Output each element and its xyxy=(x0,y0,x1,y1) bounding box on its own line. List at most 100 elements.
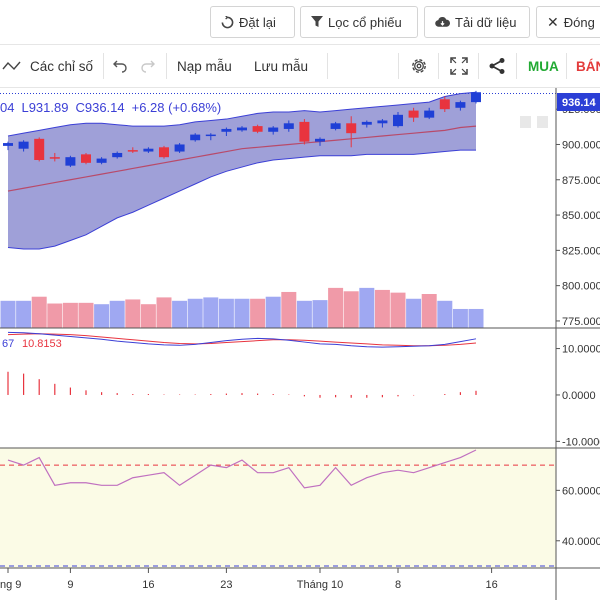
candle-body xyxy=(49,157,60,159)
price-tick-label: 825.000 xyxy=(562,245,600,257)
buy-button[interactable]: MUA xyxy=(528,45,559,87)
indicators-menu[interactable]: Các chỉ số xyxy=(2,45,93,87)
toolbar-divider xyxy=(398,53,399,79)
rsi-pane-background xyxy=(0,448,556,568)
candle-body xyxy=(393,114,403,127)
stock-chart[interactable]: 10.0000 0.0000 -10.0000 60.0000 40.0000 775… xyxy=(0,88,600,600)
volume-bar xyxy=(390,292,406,328)
filter-stocks-button[interactable]: Lọc cổ phiếu xyxy=(300,6,418,38)
top-bar: Đặt lại Lọc cổ phiếu Tải dữ liệu ✕ Đóng xyxy=(0,0,600,44)
close-button[interactable]: ✕ Đóng xyxy=(536,6,600,38)
share-icon xyxy=(489,58,505,74)
macd-tick-label: -10.0000 xyxy=(562,436,600,448)
candle xyxy=(205,133,216,141)
candle-body xyxy=(252,126,263,132)
volume-bar xyxy=(94,304,110,328)
candle-body xyxy=(65,157,76,166)
volume-bar xyxy=(0,300,16,328)
rsi-tick-label: 40.0000 xyxy=(562,536,600,548)
rsi-pane: 60.0000 40.0000 xyxy=(0,449,600,567)
candle-body xyxy=(159,147,169,158)
redo-button[interactable] xyxy=(140,45,156,87)
candle-body xyxy=(18,141,29,149)
reset-button[interactable]: Đặt lại xyxy=(210,6,295,38)
download-data-button[interactable]: Tải dữ liệu xyxy=(424,6,530,38)
volume-bar xyxy=(437,300,453,328)
last-price-value: 936.14 xyxy=(562,97,597,109)
candle-body xyxy=(346,123,357,134)
time-tick-label: Tháng 10 xyxy=(297,579,343,591)
share-button[interactable] xyxy=(488,45,506,87)
candle-body xyxy=(408,110,419,118)
candle xyxy=(190,133,201,142)
filter-icon xyxy=(311,16,323,27)
price-tick-label: 775.000 xyxy=(562,316,600,328)
candle xyxy=(439,96,450,112)
volume-bar xyxy=(468,308,484,328)
price-axis: 775.000 800.000 825.000 850.000 875.000 900.0… xyxy=(0,88,600,600)
candle-body xyxy=(377,120,388,124)
volume-bar xyxy=(78,302,94,328)
candle-body xyxy=(237,127,247,131)
candle xyxy=(221,127,232,136)
gear-icon xyxy=(412,59,426,73)
volume-bar xyxy=(281,291,297,328)
load-template-label: Nạp mẫu xyxy=(177,58,232,74)
time-tick-label: 9 xyxy=(67,579,73,591)
candle-body xyxy=(3,143,13,146)
volume-bar xyxy=(203,297,219,328)
volume-bar xyxy=(421,294,437,328)
candlesticks xyxy=(3,90,481,168)
time-tick-label: 16 xyxy=(485,579,497,591)
candle xyxy=(471,90,481,104)
volume-bar xyxy=(312,300,328,328)
chart-toolbar: Các chỉ số Nạp mẫu Lưu mẫu MUA BÁN xyxy=(0,44,600,88)
rsi-tick-label: 60.0000 xyxy=(562,485,600,497)
load-template-button[interactable]: Nạp mẫu xyxy=(177,45,232,87)
time-axis: ng 9 9 16 23 Tháng 10 8 16 xyxy=(0,568,498,591)
candle xyxy=(96,157,107,165)
undo-button[interactable] xyxy=(112,45,128,87)
toolbar-divider xyxy=(327,53,328,79)
candle xyxy=(65,155,76,168)
candle xyxy=(18,140,29,152)
volume-bar xyxy=(296,300,312,328)
volume-bar xyxy=(140,304,156,328)
toolbar-divider xyxy=(438,53,439,79)
candle-body xyxy=(112,152,123,158)
candle xyxy=(455,100,466,111)
candle-body xyxy=(190,134,201,141)
toolbar-divider xyxy=(478,53,479,79)
candle xyxy=(49,152,60,162)
volume-bar xyxy=(218,298,234,328)
last-price-tag xyxy=(557,93,600,111)
candle xyxy=(237,126,247,132)
volume-bar xyxy=(47,303,63,328)
candle xyxy=(127,147,138,153)
candle-body xyxy=(127,150,138,152)
volume-bar xyxy=(172,300,188,328)
reset-icon xyxy=(221,15,234,28)
save-template-button[interactable]: Lưu mẫu xyxy=(254,45,308,87)
candle xyxy=(112,151,123,159)
fullscreen-button[interactable] xyxy=(450,45,468,87)
candle xyxy=(143,147,154,153)
time-tick-label: 8 xyxy=(395,579,401,591)
sell-button[interactable]: BÁN xyxy=(576,45,600,87)
macd-line xyxy=(7,331,477,348)
candle-body xyxy=(315,138,325,142)
candle-body xyxy=(174,144,185,152)
fullscreen-icon xyxy=(450,57,468,75)
cloud-download-icon xyxy=(435,17,450,27)
close-icon: ✕ xyxy=(547,13,559,30)
macd-pane: 10.0000 0.0000 -10.0000 xyxy=(7,331,600,448)
pane-collapse-button[interactable] xyxy=(520,116,531,128)
candle xyxy=(159,145,169,159)
macd-tick-label: 0.0000 xyxy=(562,390,596,402)
volume-bar xyxy=(328,287,344,328)
settings-button[interactable] xyxy=(409,45,429,87)
pane-maximize-button[interactable] xyxy=(537,116,548,128)
time-tick-label: 16 xyxy=(142,579,154,591)
candle xyxy=(268,126,279,135)
volume-bar xyxy=(125,299,141,328)
